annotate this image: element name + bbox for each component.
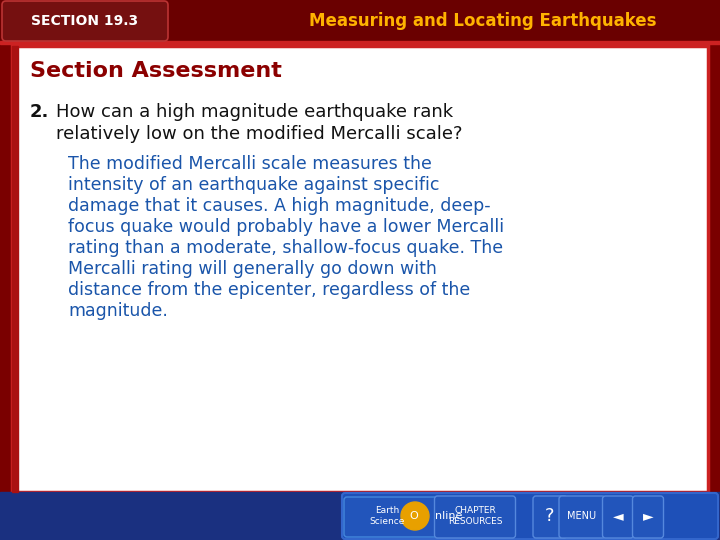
- Text: ►: ►: [643, 509, 653, 523]
- Bar: [0, 492, 720, 540]
- FancyBboxPatch shape: [559, 496, 605, 538]
- Text: How can a high magnitude earthquake rank: How can a high magnitude earthquake rank: [56, 103, 453, 121]
- Text: ◄: ◄: [613, 509, 624, 523]
- FancyBboxPatch shape: [603, 496, 634, 538]
- Text: focus quake would probably have a lower Mercalli: focus quake would probably have a lower …: [68, 218, 504, 236]
- Text: nline: nline: [435, 511, 462, 521]
- Text: damage that it causes. A high magnitude, deep-: damage that it causes. A high magnitude,…: [68, 197, 490, 215]
- Text: intensity of an earthquake against specific: intensity of an earthquake against speci…: [68, 176, 439, 194]
- Text: relatively low on the modified Mercalli scale?: relatively low on the modified Mercalli …: [56, 125, 462, 143]
- Text: distance from the epicenter, regardless of the: distance from the epicenter, regardless …: [68, 281, 470, 299]
- FancyBboxPatch shape: [533, 496, 567, 538]
- FancyBboxPatch shape: [344, 497, 465, 537]
- FancyBboxPatch shape: [434, 496, 516, 538]
- Text: Mercalli rating will generally go down with: Mercalli rating will generally go down w…: [68, 260, 437, 278]
- FancyBboxPatch shape: [632, 496, 664, 538]
- Text: CHAPTER
RESOURCES: CHAPTER RESOURCES: [448, 507, 503, 526]
- Text: 2.: 2.: [30, 103, 50, 121]
- Text: rating than a moderate, shallow-focus quake. The: rating than a moderate, shallow-focus qu…: [68, 239, 503, 257]
- Text: Measuring and Locating Earthquakes: Measuring and Locating Earthquakes: [309, 12, 656, 30]
- Text: magnitude.: magnitude.: [68, 302, 168, 320]
- Circle shape: [401, 502, 429, 530]
- Text: SECTION 19.3: SECTION 19.3: [32, 14, 138, 28]
- Text: The modified Mercalli scale measures the: The modified Mercalli scale measures the: [68, 155, 432, 173]
- Bar: [12, 46, 18, 492]
- FancyBboxPatch shape: [342, 493, 718, 539]
- Text: ?: ?: [545, 507, 554, 525]
- Text: Section Assessment: Section Assessment: [30, 61, 282, 81]
- Bar: [0, 41, 720, 44]
- Text: MENU: MENU: [567, 511, 597, 521]
- Text: Earth
Science: Earth Science: [369, 506, 405, 526]
- FancyBboxPatch shape: [2, 1, 168, 41]
- Bar: [0, 0, 720, 42]
- Text: O: O: [409, 511, 418, 521]
- FancyBboxPatch shape: [12, 46, 708, 492]
